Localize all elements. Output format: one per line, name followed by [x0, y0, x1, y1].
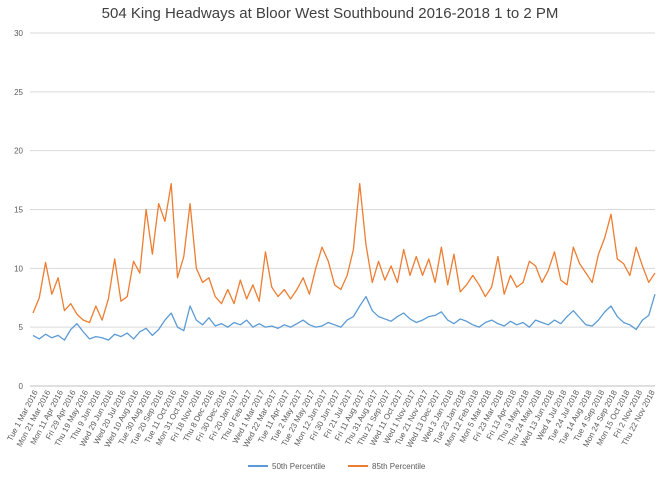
y-tick-label: 10: [14, 264, 23, 273]
y-tick-label: 25: [14, 88, 23, 97]
y-tick-label: 5: [19, 323, 24, 332]
legend-label-50th: 50th Percentile: [272, 462, 326, 471]
series-line-50th: [32, 294, 656, 341]
series-lines: [32, 182, 656, 341]
gridlines: [30, 32, 655, 328]
y-tick-label: 20: [14, 147, 23, 156]
series-line-85th: [32, 182, 656, 324]
y-axis-ticks: 0 5 10 15 20 25 30: [14, 29, 23, 391]
legend: 50th Percentile 85th Percentile: [248, 462, 426, 471]
legend-label-85th: 85th Percentile: [372, 462, 426, 471]
y-tick-label: 15: [14, 206, 23, 215]
y-tick-label: 0: [19, 382, 24, 391]
y-tick-label: 30: [14, 29, 23, 38]
chart-title: 504 King Headways at Bloor West Southbou…: [102, 5, 559, 22]
